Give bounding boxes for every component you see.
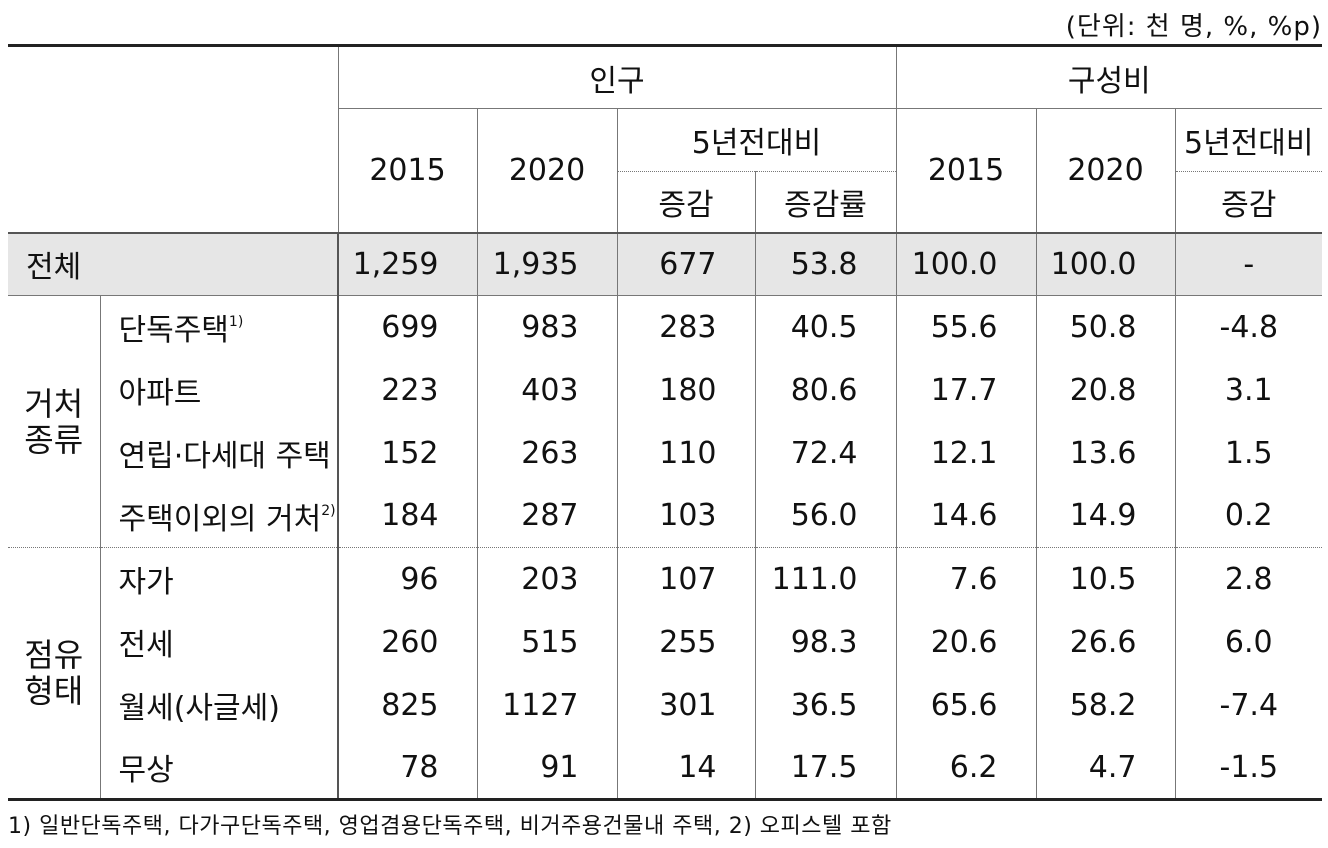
- cell: 36.5: [754, 673, 897, 737]
- table-row: 점유 형태 자가 96 203 107 111.0 7.6 10.5 2.8: [8, 547, 1323, 801]
- cell: 40.5: [754, 295, 897, 359]
- cell: -1.5: [1174, 736, 1323, 801]
- cell: 100.0: [1035, 232, 1176, 296]
- data-table: 인구 구성비 2015 2020 5년전대비 2015 2020 5년전대비 증…: [8, 44, 1323, 801]
- cell: 55.6: [895, 295, 1037, 359]
- row-label: 연립·다세대 주택: [99, 421, 338, 485]
- cell: 103: [616, 484, 755, 548]
- cell: 7.6: [895, 547, 1037, 611]
- cell: 80.6: [754, 358, 897, 422]
- cell: 287: [476, 484, 617, 548]
- cell: 107: [616, 547, 755, 611]
- cell: 72.4: [754, 421, 897, 485]
- cell: 223: [337, 358, 477, 422]
- cell: 1,935: [476, 232, 617, 296]
- footnote: 1) 일반단독주택, 다가구단독주택, 영업겸용단독주택, 비거주용건물내 주택…: [8, 814, 892, 839]
- row-label: 단독주택1): [99, 295, 338, 359]
- cell: -: [1174, 232, 1323, 296]
- group-label-tenure-type: 점유 형태: [8, 547, 100, 801]
- row-label: 월세(사글세): [99, 673, 338, 737]
- cell: 50.8: [1035, 295, 1176, 359]
- header-composition: 구성비: [895, 44, 1323, 109]
- cell: 677: [616, 232, 755, 296]
- header-population: 인구: [337, 44, 897, 109]
- cell: 6.0: [1174, 610, 1323, 674]
- cell: 20.8: [1035, 358, 1176, 422]
- table-row: 월세(사글세) 825 1127 301 36.5 65.6 58.2 -7.4: [8, 673, 1323, 737]
- cell: 91: [476, 736, 617, 801]
- cell: 96: [337, 547, 477, 611]
- cell: 10.5: [1035, 547, 1176, 611]
- cell: -4.8: [1174, 295, 1323, 359]
- cell: 26.6: [1035, 610, 1176, 674]
- cell: 260: [337, 610, 477, 674]
- total-label: 전체: [8, 232, 338, 296]
- cell: 17.7: [895, 358, 1037, 422]
- cell: 14.6: [895, 484, 1037, 548]
- row-label: 전세: [99, 610, 338, 674]
- cell: 403: [476, 358, 617, 422]
- header-comp-vs5y: 5년전대비: [1174, 108, 1323, 172]
- header-pop-change-rate: 증감률: [754, 171, 897, 234]
- cell: 100.0: [895, 232, 1037, 296]
- row-label: 주택이외의 거처2): [99, 484, 338, 548]
- header-comp-2020: 2020: [1035, 108, 1176, 234]
- cell: 1.5: [1174, 421, 1323, 485]
- cell: 6.2: [895, 736, 1037, 801]
- row-label: 무상: [99, 736, 338, 801]
- cell: 180: [616, 358, 755, 422]
- cell: 4.7: [1035, 736, 1176, 801]
- row-label: 자가: [99, 547, 338, 611]
- cell: 301: [616, 673, 755, 737]
- table-row: 연립·다세대 주택 152 263 110 72.4 12.1 13.6 1.5: [8, 421, 1323, 485]
- header-pop-2020: 2020: [476, 108, 617, 234]
- header-comp-change: 증감: [1174, 171, 1323, 234]
- cell: 825: [337, 673, 477, 737]
- cell: 98.3: [754, 610, 897, 674]
- cell: 58.2: [1035, 673, 1176, 737]
- table-row: 주택이외의 거처2) 184 287 103 56.0 14.6 14.9 0.…: [8, 484, 1323, 548]
- cell: 65.6: [895, 673, 1037, 737]
- cell: 203: [476, 547, 617, 611]
- cell: 0.2: [1174, 484, 1323, 548]
- table-row: 무상 78 91 14 17.5 6.2 4.7 -1.5: [8, 736, 1323, 801]
- header-pop-2015: 2015: [337, 108, 477, 234]
- cell: 983: [476, 295, 617, 359]
- cell: 283: [616, 295, 755, 359]
- cell: 53.8: [754, 232, 897, 296]
- header-corner: [8, 44, 338, 234]
- cell: 255: [616, 610, 755, 674]
- cell: 1,259: [337, 232, 477, 296]
- cell: 515: [476, 610, 617, 674]
- group-label-dwelling-type: 거처 종류: [24, 384, 84, 459]
- cell: 1127: [476, 673, 617, 737]
- cell: 111.0: [754, 547, 897, 611]
- table-row: 전세 260 515 255 98.3 20.6 26.6 6.0: [8, 610, 1323, 674]
- table-row: 거처 종류 단독주택1) 699 983 283 40.5 55.6 50.8 -…: [8, 295, 1323, 458]
- unit-label: (단위: 천 명, %, %p): [1065, 12, 1322, 42]
- cell: -7.4: [1174, 673, 1323, 737]
- header-comp-2015: 2015: [895, 108, 1037, 234]
- header-pop-vs5y: 5년전대비: [616, 108, 897, 172]
- cell: 699: [337, 295, 477, 359]
- cell: 14.9: [1035, 484, 1176, 548]
- cell: 14: [616, 736, 755, 801]
- cell: 20.6: [895, 610, 1037, 674]
- cell: 17.5: [754, 736, 897, 801]
- cell: 2.8: [1174, 547, 1323, 611]
- cell: 56.0: [754, 484, 897, 548]
- cell: 13.6: [1035, 421, 1176, 485]
- cell: 78: [337, 736, 477, 801]
- cell: 3.1: [1174, 358, 1323, 422]
- table-row-total: 전체 1,259 1,935 677 53.8 100.0 100.0 -: [8, 232, 1323, 296]
- table-row: 아파트 223 403 180 80.6 17.7 20.8 3.1: [8, 358, 1323, 422]
- cell: 184: [337, 484, 477, 548]
- cell: 152: [337, 421, 477, 485]
- header-pop-change: 증감: [616, 171, 755, 234]
- cell: 110: [616, 421, 755, 485]
- cell: 263: [476, 421, 617, 485]
- cell: 12.1: [895, 421, 1037, 485]
- row-label: 아파트: [99, 358, 338, 422]
